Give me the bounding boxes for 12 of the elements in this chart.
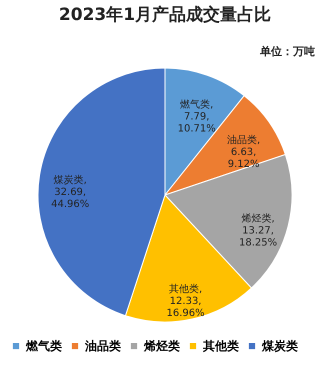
legend-label: 油品类 bbox=[84, 339, 121, 354]
legend-label: 烯烃类 bbox=[143, 339, 180, 354]
data-label: 烯烃类, 13.27, 18.25% bbox=[238, 212, 278, 249]
data-label: 燃气类, 7.79, 10.71% bbox=[178, 98, 216, 134]
legend-label: 煤炭类 bbox=[261, 339, 298, 354]
chart-subtitle: 单位：万吨 bbox=[259, 45, 315, 58]
data-label: 油品类, 6.63, 9.12% bbox=[227, 134, 260, 170]
legend-label: 其他类 bbox=[202, 339, 239, 354]
chart-title: 2023年1月产品成交量占比 bbox=[58, 5, 272, 25]
data-label: 其他类, 12.33, 16.96% bbox=[166, 282, 205, 319]
legend-label: 燃气类 bbox=[25, 339, 62, 354]
data-label: 煤炭类, 32.69, 44.96% bbox=[51, 174, 90, 210]
